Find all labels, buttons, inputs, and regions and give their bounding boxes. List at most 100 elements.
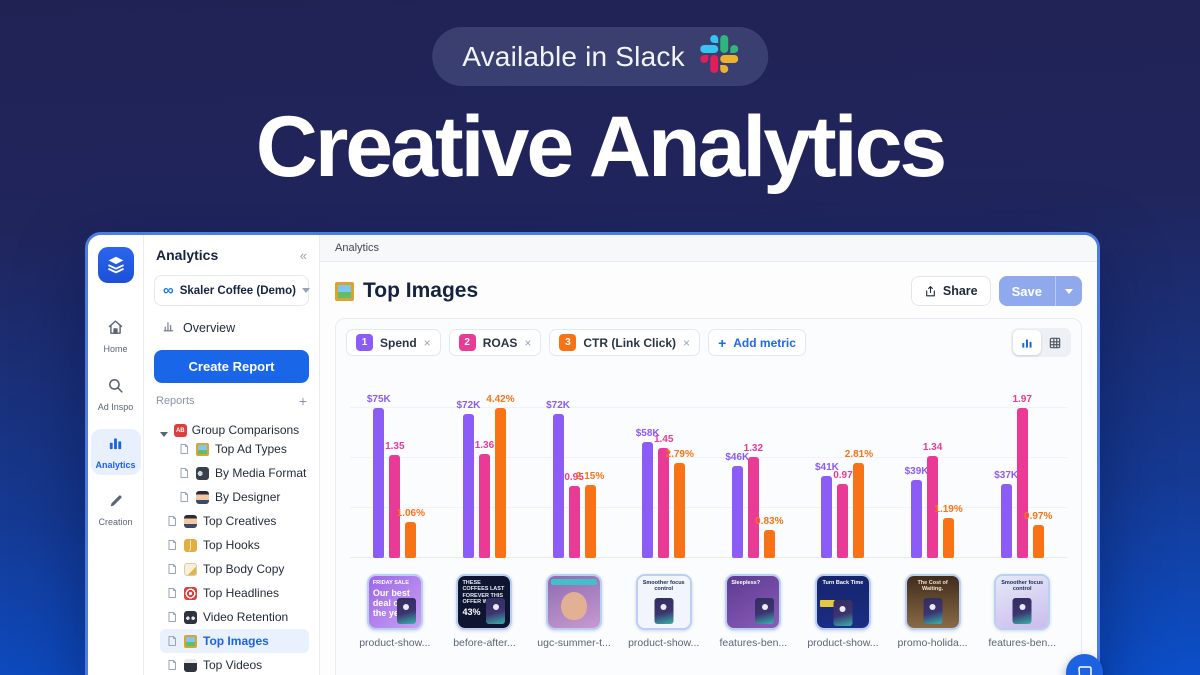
sidebar-item-top-creatives[interactable]: Top Creatives: [160, 509, 309, 533]
bar-group-3: $72K 0.95 2.15%: [529, 390, 619, 558]
creative-cell-4: Smoother focus control product-show...: [619, 574, 709, 649]
spend-bar[interactable]: $72K: [546, 400, 570, 558]
creative-thumbnail[interactable]: Smoother focus control: [635, 574, 692, 630]
ctr-link-click--bar[interactable]: 2.79%: [666, 449, 694, 558]
ctr-link-click--bar[interactable]: 0.97%: [1024, 511, 1052, 558]
bar-value-label: $72K: [546, 400, 571, 411]
slack-availability-badge: Available in Slack: [432, 27, 768, 86]
metric-number-badge: 3: [559, 334, 577, 351]
bar-value-label: $58K: [635, 428, 660, 439]
rail-item-home[interactable]: Home: [91, 313, 141, 359]
sidebar-item-video-retention[interactable]: Video Retention: [160, 605, 309, 629]
ctr-link-click--bar[interactable]: 1.06%: [397, 508, 425, 558]
rail-item-creation[interactable]: Creation: [91, 487, 141, 532]
remove-metric-icon[interactable]: ×: [423, 335, 431, 350]
report-title: Top Images: [363, 279, 479, 302]
bar-chart-view-button[interactable]: [1013, 330, 1041, 355]
ctr-link-click--bar[interactable]: 2.81%: [845, 449, 873, 558]
create-report-button[interactable]: Create Report: [154, 350, 309, 383]
ctr-link-click--bar[interactable]: 2.15%: [576, 471, 604, 558]
metric-chip-ctr-link-click-[interactable]: 3 CTR (Link Click) ×: [549, 329, 701, 356]
spend-bar[interactable]: $39K: [905, 466, 929, 558]
remove-metric-icon[interactable]: ×: [683, 335, 691, 350]
ctr-link-click--bar[interactable]: 0.83%: [755, 516, 783, 558]
sidebar-item-top-body-copy[interactable]: Top Body Copy: [160, 557, 309, 581]
ctr-link-click--bar[interactable]: 1.19%: [934, 504, 963, 558]
account-selector[interactable]: ∞ Skaler Coffee (Demo): [154, 275, 311, 306]
creative-filename: ugc-summer-t...: [537, 637, 611, 649]
sidebar-item-by-media-format[interactable]: By Media Format: [172, 461, 309, 485]
collapse-sidebar-icon[interactable]: «: [299, 247, 307, 263]
roas-bar[interactable]: 1.32: [744, 443, 763, 558]
main-content: Analytics Top Images Share: [320, 235, 1097, 675]
app-logo-icon[interactable]: [97, 247, 134, 283]
artist-icon: [184, 514, 197, 528]
bar-value-label: 1.34: [922, 442, 943, 453]
sidebar-item-overview[interactable]: Overview: [154, 314, 309, 342]
roas-bar[interactable]: 1.34: [923, 442, 942, 558]
plus-icon: +: [718, 334, 727, 351]
ab-comparison-icon: AB: [173, 424, 187, 437]
creative-thumbnail[interactable]: [546, 574, 603, 630]
table-view-button[interactable]: [1041, 330, 1069, 355]
spend-bar[interactable]: $75K: [367, 394, 391, 558]
sidebar-item-by-designer[interactable]: By Designer: [172, 485, 309, 509]
bar-value-label: 0.97: [833, 470, 853, 481]
rail-item-ad-inspo[interactable]: Ad Inspo: [91, 371, 141, 417]
creative-filename: product-show...: [359, 637, 431, 649]
spend-bar[interactable]: $46K: [725, 452, 749, 558]
sidebar-item-top-videos[interactable]: Top Videos: [160, 653, 309, 675]
roas-bar[interactable]: 0.97: [833, 470, 853, 558]
memo-icon: [184, 562, 197, 576]
save-button[interactable]: Save: [998, 276, 1082, 306]
creative-thumbnail[interactable]: The Cost of Waiting.: [904, 574, 961, 630]
framed-picture-icon: [335, 281, 354, 301]
share-button[interactable]: Share: [910, 276, 991, 306]
creative-thumbnail[interactable]: Smoother focus control: [994, 574, 1051, 630]
overview-chart-icon: [162, 320, 175, 336]
creative-cell-7: The Cost of Waiting. promo-holida...: [888, 574, 978, 649]
spend-bar[interactable]: $58K: [636, 428, 660, 558]
add-report-icon[interactable]: +: [298, 393, 307, 409]
creative-thumbnail[interactable]: FRIDAY SALE Our best deal of the year: [366, 574, 423, 630]
creative-cell-3: ugc-summer-t...: [529, 574, 619, 649]
creative-cell-2: THESE COFFEES LAST FOREVER THIS OFFER WO…: [440, 574, 530, 649]
bar-group-5: $46K 1.32 0.83%: [709, 390, 799, 558]
creative-thumbnail[interactable]: Sleepless?: [725, 574, 782, 630]
creative-thumbnail[interactable]: THESE COFFEES LAST FOREVER THIS OFFER WO…: [456, 574, 513, 630]
roas-bar[interactable]: 1.35: [385, 441, 405, 558]
chevron-down-icon: [302, 288, 311, 293]
expand-caret-icon[interactable]: [159, 432, 168, 437]
sidebar-item-group-comparisons[interactable]: AB Group Comparisons: [154, 413, 309, 437]
bar-group-1: $75K 1.35 1.06%: [350, 390, 440, 558]
reports-sidebar: Analytics « ∞ Skaler Coffee (Demo) Overv…: [144, 235, 320, 675]
ctr-link-click--bar[interactable]: 4.42%: [486, 394, 515, 558]
bar-group-8: $37K 1.97 0.97%: [977, 390, 1067, 558]
sidebar-item-top-headlines[interactable]: Top Headlines: [160, 581, 309, 605]
sidebar-item-top-ad-types[interactable]: Top Ad Types: [172, 437, 309, 461]
sidebar-item-top-images[interactable]: Top Images: [160, 629, 309, 653]
bar-value-label: 1.45: [653, 434, 674, 445]
bar-value-label: 1.19%: [934, 504, 963, 515]
roas-bar[interactable]: 1.97: [1012, 394, 1032, 558]
sidebar-item-top-hooks[interactable]: ⌡ Top Hooks: [160, 533, 309, 557]
breadcrumb[interactable]: Analytics: [320, 235, 1097, 262]
roas-bar[interactable]: 1.36: [475, 440, 494, 558]
chat-help-button[interactable]: [1066, 654, 1103, 675]
spend-bar[interactable]: $41K: [815, 462, 839, 558]
roas-bar[interactable]: 1.45: [654, 434, 673, 558]
creative-filename: before-after...: [453, 637, 516, 649]
spend-bar[interactable]: $72K: [456, 400, 480, 558]
creative-thumbnail[interactable]: Turn Back Time: [814, 574, 871, 630]
roas-bar[interactable]: 0.95: [564, 472, 584, 558]
add-metric-button[interactable]: + Add metric: [708, 329, 806, 356]
metric-chip-spend[interactable]: 1 Spend ×: [346, 329, 441, 356]
rail-item-analytics[interactable]: Analytics: [90, 429, 141, 475]
creative-thumbnails-row: FRIDAY SALE Our best deal of the year prod…: [350, 574, 1067, 649]
bar-value-label: $46K: [725, 452, 750, 463]
spend-bar[interactable]: $37K: [994, 470, 1018, 558]
app-window: Home Ad Inspo Analytics Creation Analytics …: [85, 232, 1100, 675]
metric-chip-roas[interactable]: 2 ROAS ×: [448, 329, 542, 356]
remove-metric-icon[interactable]: ×: [524, 335, 532, 350]
save-dropdown-icon[interactable]: [1065, 288, 1073, 294]
